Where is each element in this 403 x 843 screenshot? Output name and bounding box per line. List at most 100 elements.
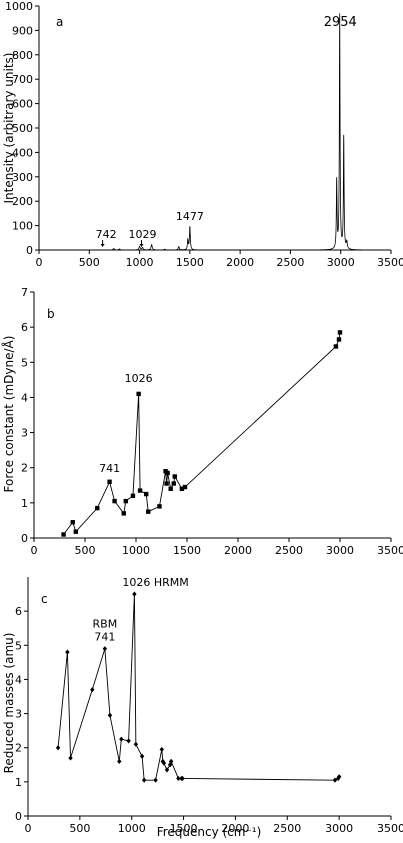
y-tick: 5 bbox=[21, 356, 34, 369]
y-tick-label: 200 bbox=[12, 195, 33, 208]
point-label-741: 741 bbox=[99, 462, 120, 475]
point-label-741: 741 bbox=[94, 631, 115, 644]
x-tick: 3000 bbox=[327, 250, 355, 269]
point-label-1026: 1026 bbox=[125, 372, 153, 385]
x-tick: 2500 bbox=[273, 816, 301, 835]
data-point bbox=[332, 777, 338, 783]
data-point bbox=[159, 746, 164, 753]
y-tick-label: 1 bbox=[21, 497, 28, 510]
x-tick: 2000 bbox=[221, 816, 249, 835]
y-tick: 800 bbox=[12, 49, 39, 62]
y-tick-label: 500 bbox=[12, 122, 33, 135]
y-tick: 1000 bbox=[5, 0, 39, 13]
data-point bbox=[137, 488, 143, 493]
peak-arrow-742 bbox=[100, 240, 105, 247]
peak-label-742: 742 bbox=[96, 228, 117, 241]
peak-arrow-1029 bbox=[139, 240, 144, 247]
x-tick: 500 bbox=[79, 250, 100, 269]
x-tick-label: 3000 bbox=[327, 256, 355, 269]
data-point bbox=[136, 391, 141, 397]
data-point bbox=[171, 481, 176, 486]
y-tick-label: 3 bbox=[21, 427, 28, 440]
x-tick-label: 1000 bbox=[118, 822, 146, 835]
y-tick-label: 7 bbox=[21, 286, 28, 299]
data-point bbox=[119, 736, 124, 742]
data-point bbox=[182, 484, 188, 490]
y-tick-label: 0 bbox=[15, 810, 22, 823]
y-tick-label: 400 bbox=[12, 146, 33, 159]
panel-b-ylabel: Force constant (mDyne/Å) bbox=[1, 336, 16, 493]
y-tick: 7 bbox=[21, 286, 34, 299]
x-tick-label: 2500 bbox=[273, 822, 301, 835]
panel-a-ylabel: Intensity (arbitrary units) bbox=[2, 53, 16, 204]
y-tick: 0 bbox=[15, 810, 28, 823]
panel-b-force-constant: b Force constant (mDyne/Å) 0 500 1000 1500 2… bbox=[1, 286, 403, 557]
data-point bbox=[73, 529, 79, 534]
x-tick-label: 500 bbox=[75, 544, 96, 557]
y-tick: 100 bbox=[12, 220, 39, 233]
data-point bbox=[117, 758, 122, 764]
x-tick-label: 3500 bbox=[377, 256, 403, 269]
x-tick: 500 bbox=[69, 816, 90, 835]
x-tick-label: 3500 bbox=[377, 544, 403, 557]
y-tick: 6 bbox=[15, 605, 28, 618]
x-tick-label: 1500 bbox=[173, 544, 201, 557]
x-tick: 0 bbox=[31, 538, 38, 557]
x-tick: 2000 bbox=[226, 250, 254, 269]
data-point bbox=[61, 532, 66, 537]
data-point bbox=[160, 758, 166, 764]
y-tick: 300 bbox=[12, 171, 39, 184]
peak-label-1029: 1029 bbox=[128, 228, 156, 241]
data-point bbox=[130, 493, 136, 499]
panel-c-reduced-masses: c Reduced masses (amu) Frequency (cm⁻¹) … bbox=[2, 576, 403, 839]
y-tick-label: 900 bbox=[12, 24, 33, 37]
y-tick-label: 2 bbox=[15, 742, 22, 755]
data-point bbox=[172, 474, 177, 479]
data-point bbox=[102, 646, 108, 652]
y-tick: 4 bbox=[15, 673, 28, 686]
data-point bbox=[164, 767, 170, 773]
y-tick-label: 700 bbox=[12, 73, 33, 86]
y-tick-label: 300 bbox=[12, 171, 33, 184]
y-tick-label: 1000 bbox=[5, 0, 33, 13]
x-tick-label: 500 bbox=[69, 822, 90, 835]
peak-label-2954: 2954 bbox=[324, 15, 357, 30]
y-tick-label: 4 bbox=[21, 391, 28, 404]
data-point bbox=[168, 758, 174, 764]
y-tick: 0 bbox=[26, 244, 39, 257]
panel-a-spectrum: a Intensity (arbitrary units) 0 500 1000 15… bbox=[2, 0, 403, 269]
x-tick: 3500 bbox=[377, 538, 403, 557]
x-tick-label: 2000 bbox=[221, 822, 249, 835]
y-tick-label: 0 bbox=[21, 532, 28, 545]
y-tick: 500 bbox=[12, 122, 39, 135]
x-tick-label: 1500 bbox=[170, 822, 198, 835]
x-tick-label: 0 bbox=[36, 256, 43, 269]
spectrum-line bbox=[39, 13, 391, 251]
data-point bbox=[107, 712, 113, 718]
y-tick-label: 1 bbox=[15, 776, 22, 789]
x-tick: 2500 bbox=[275, 538, 303, 557]
x-tick: 3000 bbox=[325, 816, 353, 835]
data-point bbox=[55, 745, 61, 751]
y-tick: 900 bbox=[12, 24, 39, 37]
x-tick: 0 bbox=[36, 250, 43, 269]
y-tick: 3 bbox=[15, 708, 28, 721]
y-tick: 0 bbox=[21, 532, 34, 545]
y-tick: 5 bbox=[15, 639, 28, 652]
data-point bbox=[180, 775, 185, 782]
x-tick: 1000 bbox=[118, 816, 146, 835]
x-tick-label: 2000 bbox=[226, 256, 254, 269]
data-point bbox=[164, 481, 169, 486]
y-tick: 400 bbox=[12, 146, 39, 159]
y-tick: 2 bbox=[21, 462, 34, 475]
data-point bbox=[65, 649, 70, 655]
panel-c-xlabel: Frequency (cm⁻¹) bbox=[157, 825, 262, 839]
data-point bbox=[146, 509, 151, 514]
data-point bbox=[165, 470, 170, 476]
y-tick-label: 3 bbox=[15, 708, 22, 721]
panel-c-ylabel: Reduced masses (amu) bbox=[2, 633, 16, 774]
x-tick-label: 0 bbox=[31, 544, 38, 557]
y-tick-label: 2 bbox=[21, 462, 28, 475]
data-point bbox=[161, 760, 167, 766]
x-tick: 1500 bbox=[176, 250, 204, 269]
